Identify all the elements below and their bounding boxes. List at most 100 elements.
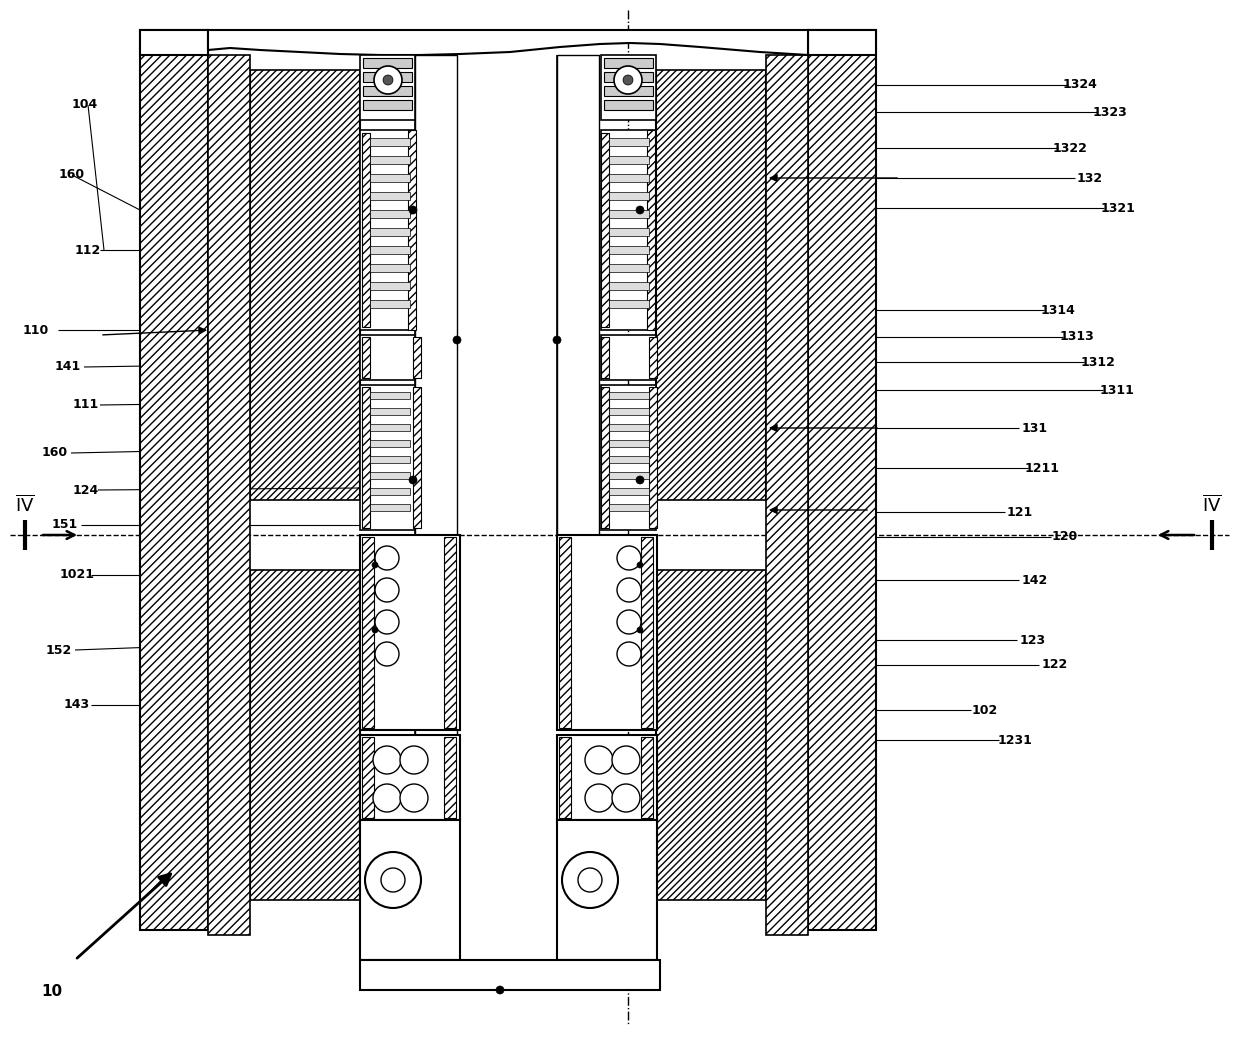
Text: 1211: 1211: [1025, 462, 1059, 474]
Circle shape: [375, 641, 399, 666]
Bar: [363, 100, 413, 110]
Text: 112: 112: [74, 244, 102, 256]
Circle shape: [637, 627, 643, 633]
Bar: [370, 156, 410, 164]
Circle shape: [374, 66, 401, 94]
Bar: [610, 408, 649, 415]
Bar: [362, 337, 370, 378]
Text: 1021: 1021: [59, 569, 94, 581]
Bar: [370, 228, 410, 236]
Circle shape: [553, 336, 561, 344]
Circle shape: [400, 784, 427, 812]
Bar: [601, 335, 655, 380]
Bar: [370, 210, 410, 218]
Bar: [370, 174, 410, 182]
Text: 152: 152: [46, 644, 72, 656]
Bar: [610, 192, 649, 200]
Bar: [361, 130, 415, 330]
Bar: [655, 70, 766, 500]
Text: $\overline{\mathrm{IV}}$: $\overline{\mathrm{IV}}$: [15, 494, 35, 516]
Circle shape: [375, 610, 399, 634]
Circle shape: [563, 852, 618, 908]
Text: 1314: 1314: [1041, 303, 1075, 317]
Bar: [370, 504, 410, 511]
Bar: [370, 456, 410, 463]
Bar: [601, 55, 655, 120]
Bar: [559, 737, 571, 818]
Bar: [370, 408, 410, 415]
Text: 122: 122: [1042, 658, 1068, 672]
Bar: [444, 537, 456, 728]
Bar: [766, 55, 808, 935]
Circle shape: [636, 206, 644, 214]
Text: 10: 10: [41, 984, 62, 1000]
Bar: [362, 537, 374, 728]
Circle shape: [372, 562, 378, 568]
Bar: [610, 210, 649, 218]
Circle shape: [636, 476, 644, 484]
Bar: [610, 282, 649, 290]
Text: 1231: 1231: [997, 734, 1032, 746]
Text: 1311: 1311: [1099, 383, 1135, 397]
Bar: [601, 337, 610, 378]
Bar: [361, 335, 415, 380]
Bar: [413, 387, 421, 528]
Circle shape: [400, 746, 427, 774]
Bar: [415, 55, 457, 955]
Circle shape: [366, 852, 421, 908]
Text: 141: 141: [55, 360, 81, 374]
Bar: [370, 440, 410, 447]
Circle shape: [617, 578, 641, 602]
Bar: [610, 300, 649, 308]
Bar: [370, 138, 410, 146]
Bar: [208, 55, 250, 935]
Bar: [601, 387, 610, 528]
Bar: [610, 138, 649, 146]
Bar: [361, 820, 460, 960]
Bar: [808, 30, 876, 930]
Text: 142: 142: [1022, 574, 1048, 586]
Text: 1324: 1324: [1063, 79, 1098, 91]
Text: 104: 104: [72, 99, 98, 111]
Circle shape: [579, 868, 602, 892]
Bar: [603, 58, 653, 69]
Bar: [601, 133, 610, 327]
Bar: [363, 72, 413, 82]
Bar: [362, 387, 370, 528]
Text: 111: 111: [73, 399, 99, 411]
Bar: [603, 100, 653, 110]
Circle shape: [496, 986, 504, 994]
Bar: [361, 55, 415, 120]
Bar: [649, 387, 657, 528]
Bar: [641, 737, 653, 818]
Text: 1312: 1312: [1080, 355, 1115, 368]
Bar: [370, 246, 410, 254]
Circle shape: [409, 206, 418, 214]
Bar: [641, 537, 653, 728]
Bar: [558, 735, 657, 820]
Circle shape: [372, 627, 378, 633]
Circle shape: [612, 784, 641, 812]
Text: 124: 124: [73, 484, 99, 496]
Text: 151: 151: [52, 519, 78, 531]
Text: 132: 132: [1077, 171, 1103, 185]
Polygon shape: [208, 30, 808, 55]
Bar: [361, 960, 660, 990]
Bar: [610, 440, 649, 447]
Text: 121: 121: [1007, 506, 1033, 519]
Bar: [610, 456, 649, 463]
Bar: [610, 228, 649, 236]
Bar: [558, 535, 657, 730]
Bar: [370, 282, 410, 290]
Text: 143: 143: [64, 699, 90, 711]
Bar: [250, 570, 361, 900]
Circle shape: [615, 66, 642, 94]
Bar: [370, 392, 410, 399]
Bar: [603, 72, 653, 82]
Bar: [610, 174, 649, 182]
Text: 160: 160: [59, 168, 85, 182]
Circle shape: [623, 75, 633, 85]
Circle shape: [375, 578, 399, 602]
Text: 1322: 1322: [1053, 141, 1088, 155]
Bar: [649, 337, 657, 378]
